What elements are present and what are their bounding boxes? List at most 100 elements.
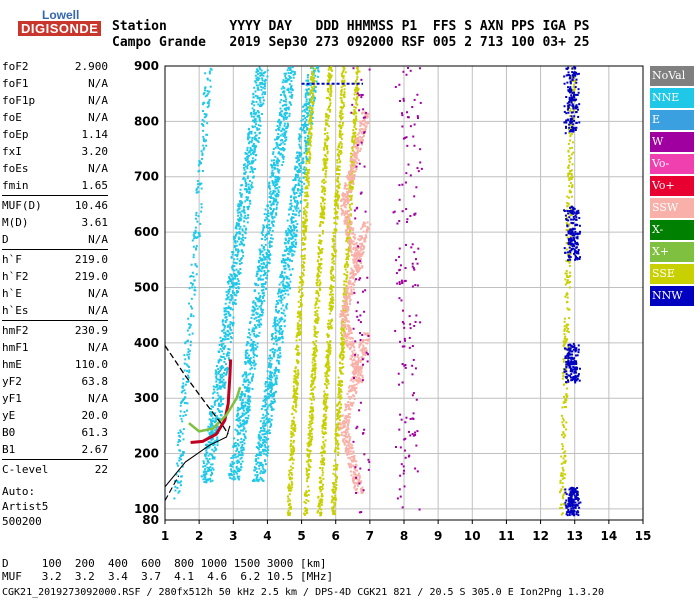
param-key: M(D) — [2, 216, 29, 229]
y-tick-label: 100 — [134, 502, 159, 516]
param-value: 63.8 — [81, 375, 109, 388]
param-value: 2.67 — [81, 443, 109, 456]
param-value: N/A — [88, 162, 108, 175]
x-tick-label: 1 — [161, 529, 169, 543]
echo-nne — [173, 67, 213, 500]
legend-item-ssw: SSW — [650, 198, 694, 218]
param-row: fmin 1.65 — [2, 177, 108, 194]
param-row: foE N/A — [2, 109, 108, 126]
legend-item-nnw: NNW — [650, 286, 694, 306]
param-value: 230.9 — [74, 324, 108, 337]
legend-item-sse: SSE — [650, 264, 694, 284]
profile-solid — [164, 425, 231, 488]
param-row: h`E N/A — [2, 285, 108, 302]
param-key: foF1p — [2, 94, 36, 107]
param-row: h`F2 219.0 — [2, 268, 108, 285]
param-key: h`F2 — [2, 270, 29, 283]
param-key: fxI — [2, 145, 22, 158]
legend-item-noval: NoVal — [650, 66, 694, 86]
param-row: hmF1 N/A — [2, 339, 108, 356]
logo-line1: Lowell — [42, 8, 80, 22]
auto-version: 500200 — [2, 515, 42, 528]
echo-nne — [228, 66, 296, 481]
echo-sse — [286, 66, 317, 517]
y-tick-label: 300 — [134, 391, 159, 405]
param-value: N/A — [88, 94, 108, 107]
y-tick-label: 80 — [142, 513, 159, 527]
muf-table: D 100 200 400 600 800 1000 1500 3000 [km… — [2, 557, 333, 583]
param-value: N/A — [88, 304, 108, 317]
station-header: Station YYYY DAY DDD HHMMSS P1 FFS S AXN… — [112, 19, 589, 51]
param-value: N/A — [88, 341, 108, 354]
param-key: foE — [2, 111, 22, 124]
x-tick-label: 7 — [366, 529, 374, 543]
auto-label: Auto: — [2, 485, 36, 498]
x-tick-label: 4 — [263, 529, 271, 543]
param-row: C-level 22 — [2, 461, 108, 478]
param-key: h`Es — [2, 304, 29, 317]
digisonde-logo: Lowell DIGISONDE — [4, 6, 102, 40]
legend-item-x: X+ — [650, 242, 694, 262]
param-key: yF1 — [2, 392, 22, 405]
param-key: B1 — [2, 443, 16, 456]
param-row: M(D) 3.61 — [2, 214, 108, 231]
param-row: D N/A — [2, 231, 108, 248]
x-tick-label: 13 — [566, 529, 583, 543]
y-tick-label: 800 — [134, 114, 159, 128]
x-tick-label: 12 — [532, 529, 549, 543]
y-tick-label: 200 — [134, 447, 159, 461]
param-row: foF2 2.900 — [2, 58, 108, 75]
x-tick-label: 15 — [635, 529, 652, 543]
header-row1: Station YYYY DAY DDD HHMMSS P1 FFS S AXN… — [112, 19, 590, 34]
parameter-panel: foF2 2.900 foF1 N/A foF1p N/A foE N/A foEp 1.14 fx… — [2, 58, 108, 478]
param-value: 20.0 — [81, 409, 109, 422]
trace-x-mode — [188, 386, 242, 433]
y-tick-label: 500 — [134, 280, 159, 294]
param-key: yE — [2, 409, 16, 422]
x-tick-label: 5 — [297, 529, 305, 543]
trace-o-mode — [190, 359, 233, 444]
param-separator — [2, 249, 108, 250]
param-value: 219.0 — [74, 253, 108, 266]
param-row: fxI 3.20 — [2, 143, 108, 160]
param-key: h`F — [2, 253, 22, 266]
legend-item-w: W — [650, 132, 694, 152]
echo-nnw — [563, 205, 582, 262]
echo-ssw — [338, 332, 371, 495]
param-value: 10.46 — [74, 199, 108, 212]
param-row: hmF2 230.9 — [2, 322, 108, 339]
param-key: yF2 — [2, 375, 22, 388]
echo-sse — [303, 66, 333, 516]
param-value: 22 — [94, 463, 108, 476]
param-value: 1.65 — [81, 179, 109, 192]
legend-item-nne: NNE — [650, 88, 694, 108]
muf-row: MUF 3.2 3.2 3.4 3.7 4.1 4.6 6.2 10.5 [MH… — [2, 570, 334, 583]
param-row: h`Es N/A — [2, 302, 108, 319]
param-value: 61.3 — [81, 426, 109, 439]
param-value: 2.900 — [74, 60, 108, 73]
x-tick-label: 2 — [195, 529, 203, 543]
param-row: foF1p N/A — [2, 92, 108, 109]
param-row: foEs N/A — [2, 160, 108, 177]
param-value: 3.20 — [81, 145, 109, 158]
x-tick-label: 11 — [498, 529, 515, 543]
x-tick-label: 8 — [400, 529, 408, 543]
param-key: hmF1 — [2, 341, 29, 354]
param-row: h`F 219.0 — [2, 251, 108, 268]
distance-row: D 100 200 400 600 800 1000 1500 3000 [km… — [2, 557, 327, 570]
echo-w — [350, 67, 371, 514]
param-value: 110.0 — [74, 358, 108, 371]
param-row: hmE 110.0 — [2, 356, 108, 373]
param-value: N/A — [88, 233, 108, 246]
param-key: foEp — [2, 128, 29, 141]
y-tick-label: 700 — [134, 170, 159, 184]
polarization-legend: NoVal NNE E W Vo- Vo+ SSW X- X+ SSE NNW — [650, 66, 694, 308]
x-tick-label: 9 — [434, 529, 442, 543]
param-key: foF2 — [2, 60, 29, 73]
param-value: 3.61 — [81, 216, 109, 229]
y-tick-label: 900 — [134, 59, 159, 73]
param-value: 1.14 — [81, 128, 109, 141]
param-value: 219.0 — [74, 270, 108, 283]
param-key: fmin — [2, 179, 29, 192]
